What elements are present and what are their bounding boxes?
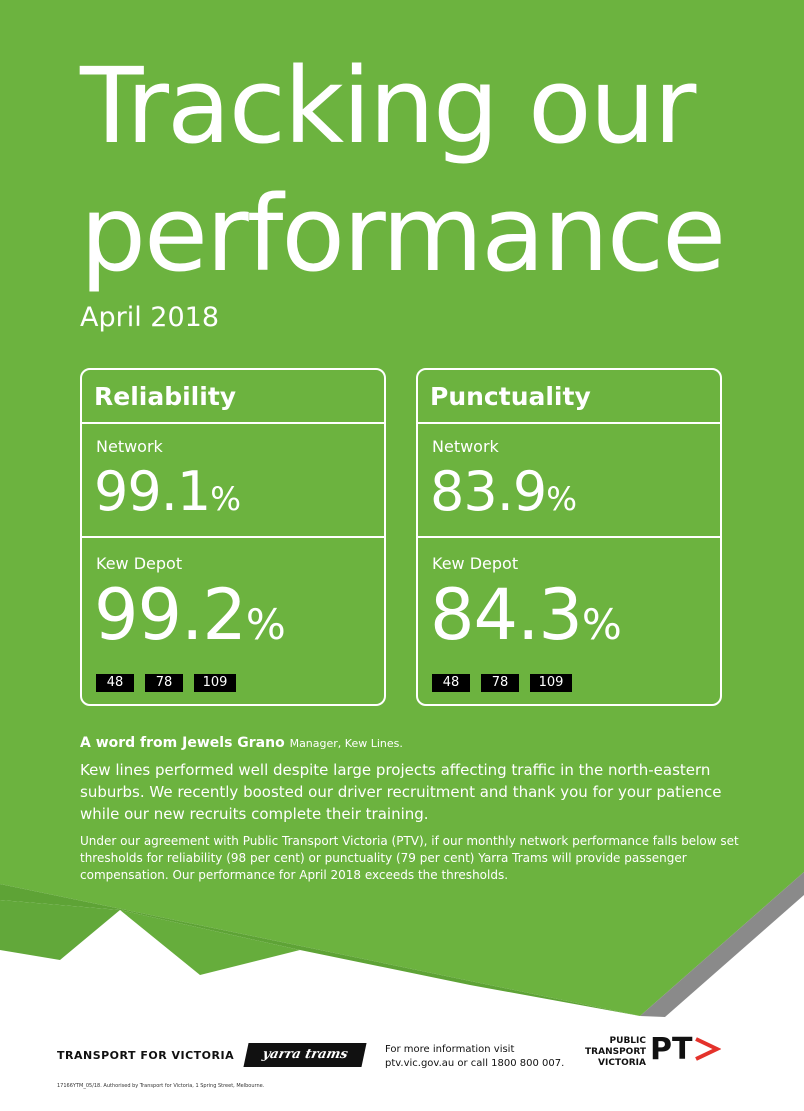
contact-line-1: For more information visit <box>385 1044 515 1055</box>
route-badge-78: 78 <box>481 674 519 692</box>
contact-line-2: ptv.vic.gov.au or call 1800 800 007. <box>385 1058 565 1069</box>
route-badge-48: 48 <box>432 674 470 692</box>
route-badge-48: 48 <box>96 674 134 692</box>
manager-intro: A word from Jewels Grano <box>80 735 285 751</box>
kew-depot-label: Kew Depot <box>432 554 519 573</box>
network-label: Network <box>96 437 163 456</box>
manager-role: Manager, Kew Lines. <box>289 737 403 750</box>
poster-title: Tracking our performance <box>80 42 726 298</box>
divider <box>82 536 384 538</box>
agreement-note: Under our agreement with Public Transpor… <box>80 834 739 882</box>
manager-message: Kew lines performed well despite large p… <box>80 761 722 823</box>
divider <box>82 422 384 424</box>
divider <box>418 536 720 538</box>
authorisation-fine-print: 17166YTM_05/18. Authorised by Transport … <box>57 1083 265 1089</box>
network-label: Network <box>432 437 499 456</box>
yarra-trams-logo: yarra trams <box>243 1043 367 1067</box>
manager-byline: A word from Jewels Grano Manager, Kew Li… <box>80 735 403 751</box>
reliability-network-value: 99.1% <box>94 460 242 523</box>
divider <box>418 422 720 424</box>
route-badge-78: 78 <box>145 674 183 692</box>
reliability-heading: Reliability <box>94 382 237 411</box>
kew-depot-label: Kew Depot <box>96 554 183 573</box>
contact-info: For more information visit ptv.vic.gov.a… <box>385 1043 564 1071</box>
transport-for-victoria-logo: TRANSPORT FOR VICTORIA <box>57 1049 235 1062</box>
route-badges: 48 78 109 <box>432 674 572 692</box>
reliability-panel: Reliability Network 99.1% Kew Depot 99.2… <box>80 368 386 706</box>
ptv-arrow-icon <box>695 1037 721 1061</box>
reliability-depot-value: 99.2% <box>94 574 286 656</box>
route-badges: 48 78 109 <box>96 674 236 692</box>
ptv-logo-text: PUBLIC TRANSPORT VICTORIA <box>585 1036 646 1068</box>
green-background <box>0 0 804 1017</box>
punctuality-network-value: 83.9% <box>430 460 578 523</box>
punctuality-depot-value: 84.3% <box>430 574 622 656</box>
title-line-2: performance <box>80 173 726 295</box>
punctuality-panel: Punctuality Network 83.9% Kew Depot 84.3… <box>416 368 722 706</box>
ptv-logo-mark: PT <box>650 1032 693 1067</box>
report-period: April 2018 <box>80 302 220 333</box>
route-badge-109: 109 <box>530 674 572 692</box>
route-badge-109: 109 <box>194 674 236 692</box>
punctuality-heading: Punctuality <box>430 382 591 411</box>
title-line-1: Tracking our <box>80 45 696 167</box>
